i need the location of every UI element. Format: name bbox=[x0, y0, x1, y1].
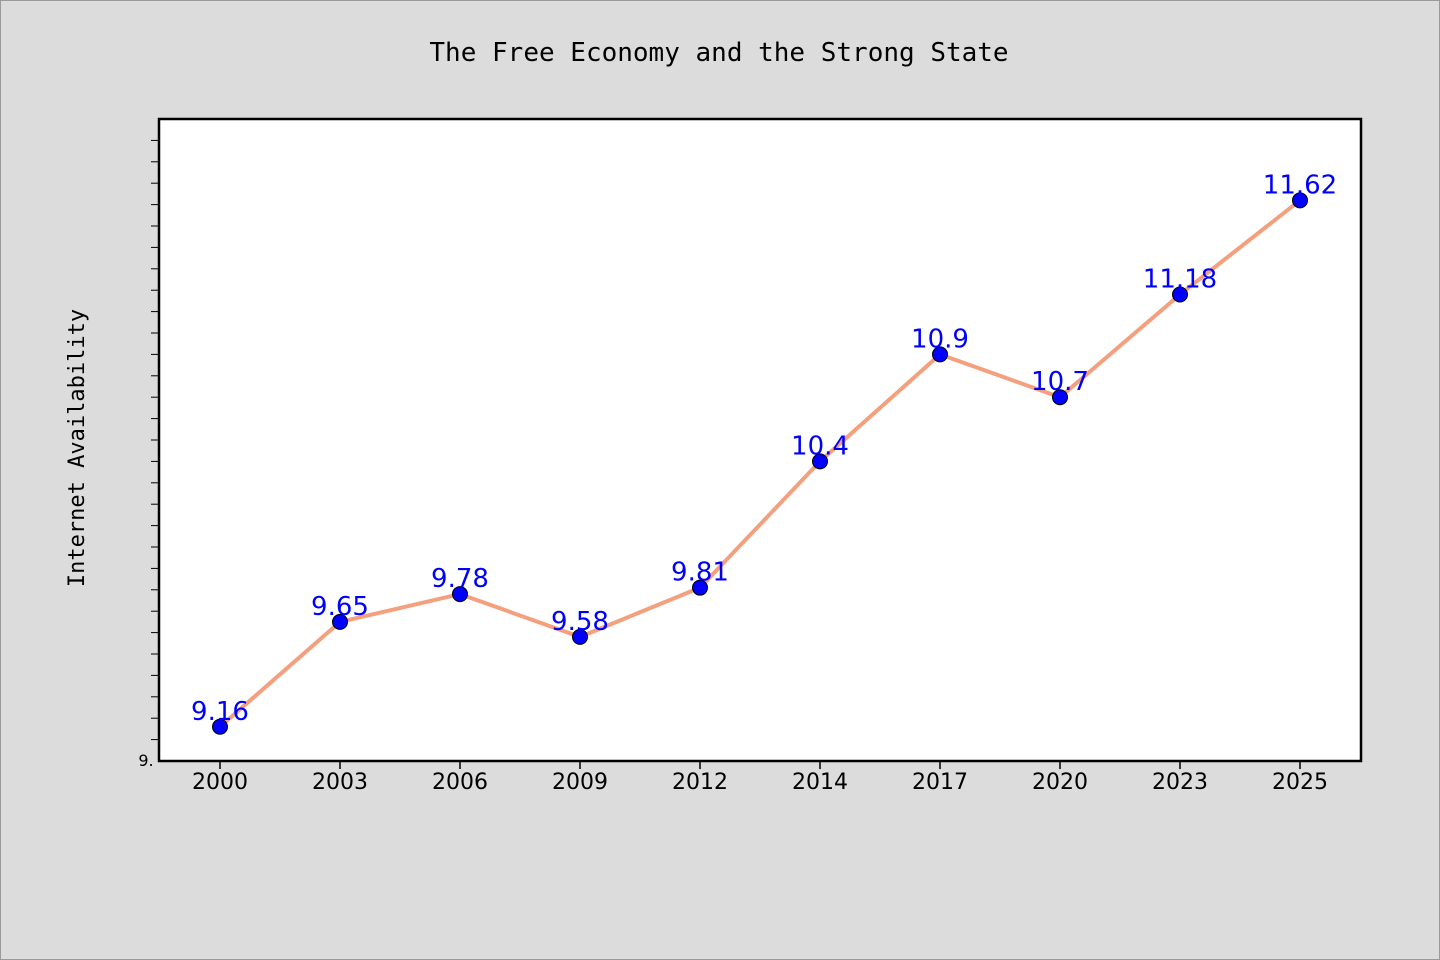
data-point[interactable] bbox=[572, 628, 588, 645]
data-label: 9.16 bbox=[191, 697, 249, 727]
plot-area bbox=[157, 117, 1363, 763]
data-label: 9.78 bbox=[431, 564, 489, 594]
data-label: 11.18 bbox=[1143, 264, 1217, 294]
data-label: 10.7 bbox=[1031, 367, 1089, 397]
x-tick-label: 2020 bbox=[1032, 770, 1088, 795]
x-tick-label: 2014 bbox=[792, 770, 848, 795]
data-label: 9.81 bbox=[671, 558, 729, 588]
x-tick-label: 2000 bbox=[192, 770, 248, 795]
x-tick-label: 2025 bbox=[1272, 770, 1328, 795]
data-point[interactable] bbox=[932, 346, 948, 363]
x-tick-label: 2017 bbox=[912, 770, 968, 795]
data-point[interactable] bbox=[332, 613, 348, 630]
data-label: 9.58 bbox=[551, 607, 609, 637]
series-group: 9.16 9.65 9.78 9.58 9.81 10.4 10.9 10.7 11.18 11.… bbox=[191, 170, 1337, 735]
x-axis-ticks: 2000 2003 2006 2009 2012 2014 2017 2020 2023 2025 bbox=[192, 761, 1328, 795]
data-label: 10.4 bbox=[791, 431, 849, 461]
y-axis-label: Internet Availability bbox=[65, 309, 90, 587]
x-tick-label: 2012 bbox=[672, 770, 728, 795]
x-tick-label: 2009 bbox=[552, 770, 608, 795]
x-tick-label: 2003 bbox=[312, 770, 368, 795]
data-point[interactable] bbox=[1292, 192, 1308, 209]
data-point[interactable] bbox=[1172, 286, 1188, 303]
chart-title: The Free Economy and the Strong State bbox=[429, 38, 1008, 68]
x-tick-label: 2006 bbox=[432, 770, 488, 795]
x-tick-label: 2023 bbox=[1152, 770, 1208, 795]
series-line bbox=[218, 198, 1302, 729]
data-label: 11.62 bbox=[1263, 170, 1337, 200]
data-point[interactable] bbox=[692, 579, 708, 596]
data-point[interactable] bbox=[452, 586, 468, 603]
y-axis-ticks bbox=[151, 139, 159, 741]
y-tick-label: 9. bbox=[138, 751, 153, 770]
data-label: 10.9 bbox=[911, 324, 969, 354]
data-point[interactable] bbox=[212, 718, 228, 735]
data-point[interactable] bbox=[1052, 389, 1068, 406]
data-label: 9.65 bbox=[311, 592, 369, 622]
data-point[interactable] bbox=[812, 453, 828, 470]
